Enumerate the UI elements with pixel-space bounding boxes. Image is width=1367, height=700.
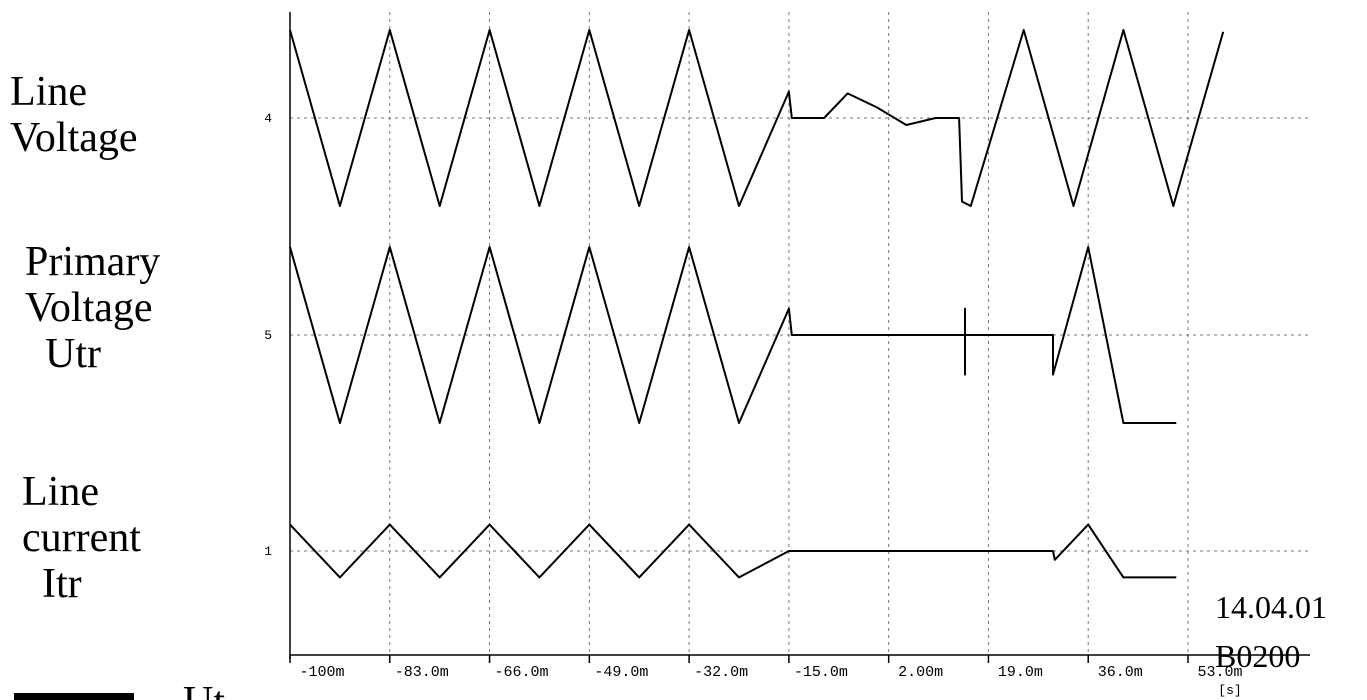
- trace-name-label: current: [22, 515, 141, 561]
- trace-name-label: Voltage: [10, 115, 138, 161]
- trace-5: [289, 246, 1177, 424]
- x-tick-label: 53.0m: [1197, 664, 1242, 681]
- channel-number-label: 5: [264, 328, 272, 343]
- x-tick-label: -83.0m: [395, 664, 449, 681]
- x-tick-label: -32.0m: [694, 664, 748, 681]
- x-tick-label: -100m: [299, 664, 344, 681]
- tick-layer: -100m -83.0m -66.0m -49.0m -32.0m -15.0m 2.00m…: [289, 655, 1243, 681]
- x-tick-label: -49.0m: [594, 664, 648, 681]
- trace-name-label: Line: [22, 469, 99, 515]
- axis-layer: [289, 12, 1310, 659]
- x-unit-label: [s]: [1218, 683, 1241, 698]
- legend-label: Ut: [183, 679, 225, 700]
- x-tick-label: 36.0m: [1098, 664, 1143, 681]
- stamp-code: B0200: [1215, 638, 1300, 674]
- trace-name-label: Line: [10, 69, 87, 115]
- stamp-date: 14.04.01: [1215, 589, 1327, 625]
- legend-swatch: [14, 693, 134, 700]
- x-tick-label: 19.0m: [998, 664, 1043, 681]
- channel-number-label: 4: [264, 111, 272, 126]
- trace-layer: [289, 29, 1225, 579]
- channel-number-label: 1: [264, 544, 272, 559]
- trace-name-label: Itr: [42, 561, 82, 607]
- trace-name-label: Voltage: [25, 285, 153, 331]
- trace-name-label: Utr: [45, 331, 101, 377]
- x-tick-label: -66.0m: [495, 664, 549, 681]
- trace-1: [289, 523, 1177, 579]
- x-tick-label: -15.0m: [794, 664, 848, 681]
- trace-4: [289, 29, 1225, 207]
- label-layer: 4LineVoltage5PrimaryVoltageUtr1Linecurre…: [10, 69, 272, 607]
- grid-layer: [289, 12, 1310, 655]
- x-tick-label: 2.00m: [898, 664, 943, 681]
- trace-name-label: Primary: [25, 239, 160, 285]
